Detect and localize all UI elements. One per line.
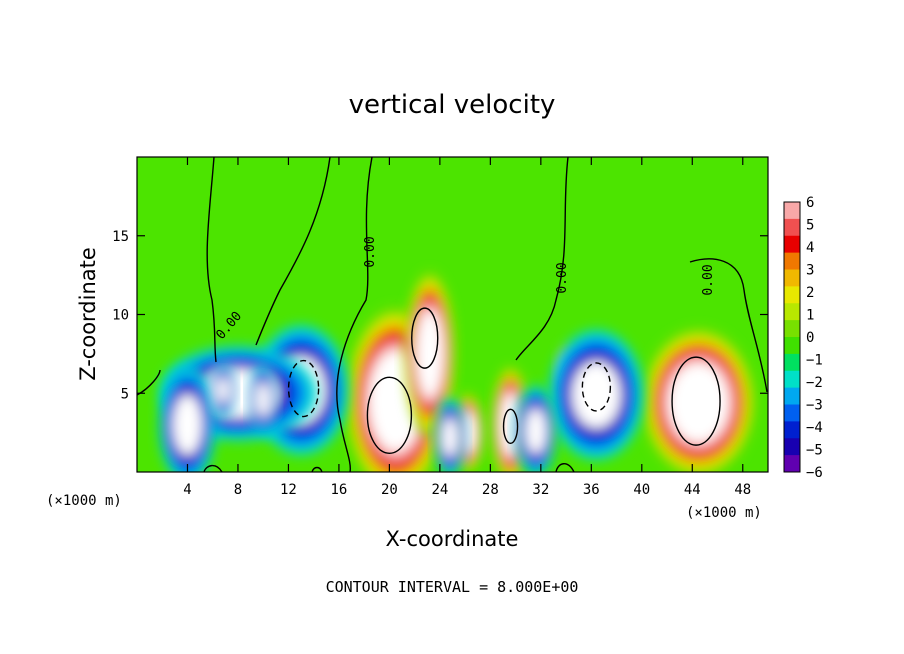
colorbar-swatch: [784, 235, 800, 254]
contour-updraft-d: [502, 408, 519, 445]
x-axis-label: X-coordinate: [386, 527, 519, 551]
x-tick-label: 32: [532, 482, 549, 498]
field-downdraft-8: [159, 365, 216, 472]
x-tick-label: 24: [431, 482, 448, 498]
x-tick-label: 28: [482, 482, 499, 498]
y-axis-label: Z-coordinate: [76, 247, 100, 381]
x-tick-label: 8: [234, 482, 242, 498]
zero-contour-7: [311, 466, 323, 472]
colorbar-tick-label: 5: [806, 218, 814, 234]
colorbar-tick-label: 1: [806, 308, 814, 324]
colorbar-swatch: [784, 320, 800, 338]
zero-contour-1: [255, 157, 331, 346]
contour-interval-text: CONTOUR INTERVAL = 8.000E+00: [326, 578, 579, 596]
colorbar-tick-label: −2: [806, 375, 823, 391]
x-tick-label: 16: [330, 482, 347, 498]
colorbar-swatch: [784, 438, 800, 456]
field-downdraft-9: [549, 329, 644, 460]
colorbar-swatch: [784, 404, 800, 422]
colorbar-tick-label: −6: [806, 465, 823, 481]
colorbar-swatch: [784, 286, 800, 304]
colorbar-swatch: [784, 353, 800, 372]
colorbar-tick-label: −1: [806, 353, 823, 369]
colorbar-swatch: [784, 303, 800, 321]
field-downdraft-11: [210, 362, 236, 418]
colorbar-swatch: [784, 218, 800, 237]
colorbar-tick-label: −4: [806, 420, 823, 436]
contour-updraft-c: [671, 356, 721, 446]
zero-contour-0: [206, 157, 217, 363]
x-unit-left: (×1000 m): [46, 493, 122, 509]
x-tick-label: 12: [280, 482, 297, 498]
plot-area: [136, 156, 769, 473]
x-tick-label: 40: [633, 482, 650, 498]
field-downdraft-13: [434, 397, 466, 472]
y-tick-label: 5: [121, 386, 129, 402]
field-downdraft-10: [515, 385, 557, 472]
contour-downdraft-b: [581, 362, 612, 412]
colorbar-tick-label: 0: [806, 330, 814, 346]
contour-label-2: 0.00: [555, 262, 570, 293]
colorbar: 6 5 4 3 2 1 0 −1 −2 −3 −4 −5 −6: [783, 195, 823, 481]
x-unit-right: (×1000 m): [686, 505, 762, 521]
colorbar-swatch: [784, 370, 800, 389]
colorbar-tick-label: 2: [806, 285, 814, 301]
colorbar-swatch: [784, 421, 800, 439]
x-tick-label: 36: [583, 482, 600, 498]
colorbar-tick-label: 4: [806, 240, 814, 256]
colorbar-tick-label: −3: [806, 398, 823, 414]
colorbar-swatch: [784, 269, 800, 287]
zero-contour-3: [515, 157, 569, 361]
zero-contour-6: [203, 464, 223, 472]
x-axis-ticks: 4 8 12 16 20 24 28 32 36 40 44 48: [183, 157, 751, 498]
field-downdraft-12: [249, 364, 278, 435]
x-tick-label: 20: [381, 482, 398, 498]
contour-label-1: 0.00: [363, 236, 378, 267]
contour-updraft-b: [411, 307, 439, 369]
x-tick-label: 48: [734, 482, 751, 498]
colorbar-swatch: [784, 252, 800, 270]
contour-downdraft-a: [287, 359, 320, 418]
x-tick-label: 44: [684, 482, 701, 498]
colorbar-swatch: [784, 202, 800, 220]
colorbar-tick-label: 3: [806, 263, 814, 279]
y-axis-ticks: 5 10 15: [112, 229, 768, 402]
colorbar-tick-label: 6: [806, 195, 814, 211]
zero-contour-8: [555, 463, 575, 472]
colorbar-swatch: [784, 455, 800, 473]
contour-label-3: 0.00: [701, 264, 716, 295]
zero-contour-2: [336, 157, 373, 472]
y-tick-label: 15: [112, 229, 129, 245]
colorbar-swatch: [784, 337, 800, 355]
chart-title: vertical velocity: [349, 90, 556, 120]
colorbar-swatch: [784, 387, 800, 405]
field-updraft-2: [641, 327, 756, 472]
colorbar-frame: [783, 201, 801, 473]
y-tick-label: 10: [112, 308, 129, 324]
contour-updraft-a: [366, 376, 413, 454]
zero-contour-4: [689, 258, 768, 393]
x-tick-label: 4: [183, 482, 191, 498]
colorbar-tick-label: −5: [806, 443, 823, 459]
